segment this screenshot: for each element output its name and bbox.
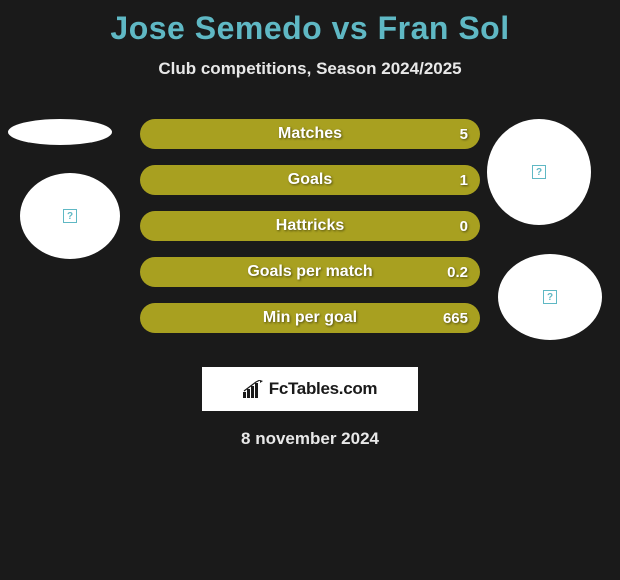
stat-value: 1 bbox=[460, 172, 468, 189]
subtitle: Club competitions, Season 2024/2025 bbox=[0, 59, 620, 79]
stat-label: Goals bbox=[288, 171, 332, 189]
stat-row-hattricks: Hattricks 0 bbox=[140, 211, 480, 241]
stat-row-goals: Goals 1 bbox=[140, 165, 480, 195]
stat-row-min-per-goal: Min per goal 665 bbox=[140, 303, 480, 333]
stats-area: ? ? ? Matches 5 Goals 1 Hattricks 0 Goal… bbox=[0, 119, 620, 349]
stat-row-matches: Matches 5 bbox=[140, 119, 480, 149]
stat-label: Matches bbox=[278, 125, 342, 143]
stat-value: 5 bbox=[460, 126, 468, 143]
stat-label: Hattricks bbox=[276, 217, 344, 235]
ellipse-decor-left bbox=[8, 119, 112, 145]
brand-box: FcTables.com bbox=[202, 367, 418, 411]
image-placeholder-icon: ? bbox=[63, 209, 77, 223]
avatar-right-top: ? bbox=[487, 119, 591, 225]
date-text: 8 november 2024 bbox=[0, 429, 620, 449]
stat-value: 665 bbox=[443, 310, 468, 327]
image-placeholder-icon: ? bbox=[543, 290, 557, 304]
image-placeholder-icon: ? bbox=[532, 165, 546, 179]
avatar-left: ? bbox=[20, 173, 120, 259]
stat-label: Min per goal bbox=[263, 309, 357, 327]
page-title: Jose Semedo vs Fran Sol bbox=[0, 0, 620, 47]
stat-value: 0 bbox=[460, 218, 468, 235]
avatar-right-bottom: ? bbox=[498, 254, 602, 340]
stat-label: Goals per match bbox=[247, 263, 372, 281]
stat-row-goals-per-match: Goals per match 0.2 bbox=[140, 257, 480, 287]
chart-icon bbox=[243, 380, 263, 398]
brand-text: FcTables.com bbox=[269, 379, 378, 399]
stat-rows: Matches 5 Goals 1 Hattricks 0 Goals per … bbox=[140, 119, 480, 349]
stat-value: 0.2 bbox=[447, 264, 468, 281]
